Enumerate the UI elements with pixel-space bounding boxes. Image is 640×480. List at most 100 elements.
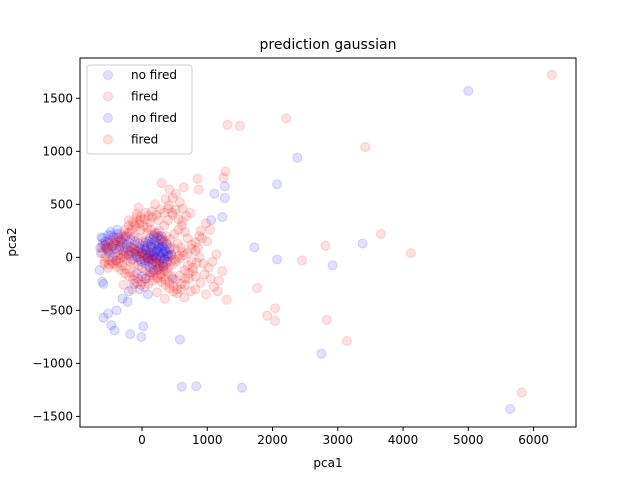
data-point — [114, 244, 125, 255]
x-tick-label: 4000 — [388, 433, 419, 447]
data-point — [157, 258, 168, 269]
data-point — [219, 181, 230, 192]
data-point — [463, 85, 474, 96]
data-point — [131, 251, 142, 262]
data-point — [135, 254, 145, 265]
data-point — [202, 236, 213, 247]
data-point — [117, 260, 128, 271]
data-point — [143, 256, 154, 267]
data-point — [360, 142, 371, 153]
data-point — [156, 235, 167, 246]
data-point — [114, 241, 125, 252]
data-point — [176, 284, 187, 295]
data-point — [107, 252, 118, 263]
data-point — [159, 220, 170, 231]
data-point — [100, 239, 111, 250]
data-point — [146, 206, 157, 217]
legend-label: no fired — [131, 68, 177, 82]
data-point — [139, 282, 150, 292]
data-point — [138, 250, 149, 261]
data-point — [96, 242, 107, 253]
data-point — [143, 236, 154, 247]
data-point — [281, 113, 292, 124]
data-point — [100, 236, 111, 247]
data-point — [221, 294, 232, 305]
data-point — [160, 194, 171, 204]
data-point — [207, 256, 218, 267]
data-point — [147, 258, 158, 269]
data-point — [121, 239, 132, 250]
data-point — [176, 220, 187, 231]
data-point — [99, 240, 110, 251]
data-point — [138, 220, 149, 231]
data-point — [148, 231, 159, 242]
data-point — [148, 250, 159, 261]
data-point — [170, 204, 181, 215]
data-point — [199, 269, 210, 280]
data-point — [143, 278, 154, 289]
data-point — [129, 219, 140, 230]
data-point — [151, 272, 162, 283]
data-point — [146, 254, 157, 265]
data-point — [120, 224, 130, 235]
data-point — [178, 182, 189, 193]
data-point — [152, 239, 162, 250]
data-point — [137, 262, 147, 273]
data-point — [191, 257, 202, 268]
data-point — [151, 257, 162, 268]
data-point — [103, 242, 114, 253]
data-point — [219, 193, 230, 203]
data-point — [208, 282, 219, 292]
data-point — [140, 207, 151, 218]
data-point — [130, 246, 141, 256]
data-point — [173, 214, 184, 225]
x-tick-label: 3000 — [323, 433, 354, 447]
data-point — [122, 244, 133, 255]
data-point — [209, 188, 220, 199]
data-point — [159, 293, 170, 304]
data-point — [197, 233, 207, 244]
data-point — [111, 255, 122, 266]
data-point — [191, 381, 202, 392]
legend-marker — [103, 134, 113, 145]
data-point — [120, 242, 130, 253]
data-point — [112, 261, 123, 272]
data-point — [167, 273, 178, 284]
data-point — [105, 226, 116, 237]
data-point — [204, 224, 215, 235]
data-point — [181, 211, 192, 221]
data-point — [129, 236, 140, 247]
data-point — [157, 260, 168, 271]
data-point — [166, 249, 177, 260]
legend-label: fired — [131, 90, 158, 104]
data-point — [157, 253, 168, 264]
data-point — [127, 217, 138, 228]
data-point — [182, 260, 193, 271]
data-point — [116, 265, 127, 276]
data-point — [152, 243, 163, 254]
data-point — [133, 233, 144, 244]
data-point — [130, 221, 141, 232]
data-point — [168, 286, 179, 297]
data-point — [152, 232, 162, 243]
data-point — [159, 253, 170, 264]
data-point — [137, 276, 147, 287]
data-point — [156, 276, 167, 287]
data-point — [203, 262, 214, 273]
data-point — [103, 262, 114, 273]
x-tick-label: 6000 — [518, 433, 549, 447]
data-point — [163, 203, 174, 214]
data-point — [150, 228, 161, 238]
data-point — [174, 253, 185, 264]
data-point — [192, 173, 203, 184]
data-point — [169, 229, 180, 239]
data-point — [158, 261, 169, 272]
data-point — [172, 238, 183, 249]
data-point — [167, 207, 177, 218]
data-point — [159, 266, 170, 277]
data-point — [170, 256, 181, 267]
data-point — [104, 248, 115, 259]
data-point — [218, 172, 229, 183]
data-point — [135, 243, 146, 254]
